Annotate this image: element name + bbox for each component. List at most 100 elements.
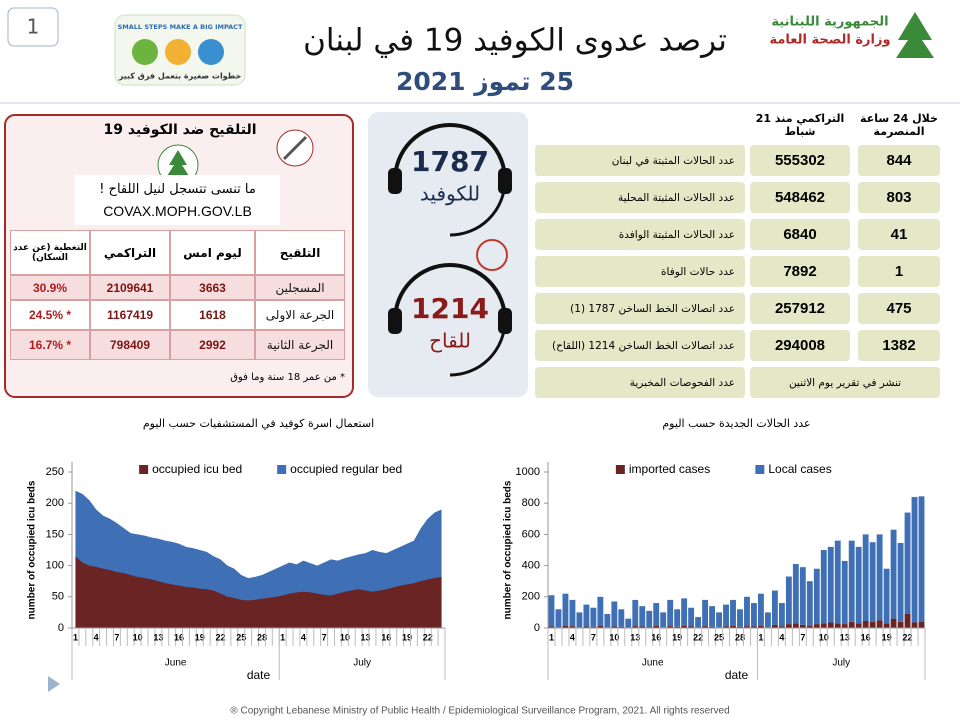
y-tick-label: 400: [522, 560, 540, 572]
legend-swatch: [277, 465, 287, 474]
headset-ear: [498, 308, 512, 334]
y-tick-label: 600: [522, 528, 540, 540]
bar: [737, 626, 743, 628]
stat-24h: 41: [858, 219, 940, 250]
x-tick-label: 1: [758, 632, 763, 642]
x-tick-label: 1: [73, 632, 78, 642]
stat-label: عدد الحالات المثبتة الوافدة: [535, 219, 745, 250]
bar: [639, 606, 646, 627]
stamp: [476, 239, 508, 271]
logo-icon: [198, 39, 224, 65]
vaccination-header: ليوم امس: [170, 230, 255, 275]
bar: [820, 623, 827, 628]
bar: [576, 612, 583, 628]
vaccination-row-label: المسجلين: [255, 275, 345, 300]
headset-ear: [388, 168, 402, 194]
bar: [730, 599, 736, 626]
bar: [841, 560, 848, 625]
bar: [806, 581, 813, 626]
bar: [618, 609, 625, 627]
bar: [834, 623, 841, 628]
campaign-slogan: SMALL STEPS MAKE A BIG IMPACT: [118, 23, 243, 31]
bar: [597, 625, 604, 628]
y-tick-label: 100: [46, 560, 64, 572]
bar: [653, 625, 660, 628]
x-tick-label: 25: [714, 632, 724, 642]
bar: [632, 599, 639, 627]
bar: [583, 604, 590, 627]
x-tick-label: 1: [280, 632, 285, 642]
vaccination-note: * من عمر 18 سنة وما فوق: [230, 371, 345, 383]
bar: [569, 599, 576, 627]
bar: [751, 626, 757, 628]
bar: [674, 609, 681, 627]
hotline-panel: [368, 112, 528, 397]
bar: [681, 625, 688, 628]
x-tick-label: 16: [174, 632, 184, 642]
bar: [848, 540, 855, 622]
legend-label: imported cases: [629, 462, 710, 476]
chart-title: عدد الحالات الجديدة حسب اليوم: [662, 417, 810, 430]
x-tick-label: 13: [361, 632, 371, 642]
y-tick-label: 200: [46, 497, 64, 509]
cedar-small: [167, 150, 189, 176]
x-tick-label: 22: [216, 632, 226, 642]
bar: [611, 601, 618, 627]
bar: [862, 620, 869, 628]
legend-swatch: [139, 465, 149, 474]
x-tick-label: 13: [840, 632, 850, 642]
bar: [597, 596, 604, 626]
stat-label: عدد الحالات المثبتة في لبنان: [535, 145, 745, 176]
headset-ear: [388, 308, 402, 334]
page-number-box: [7, 7, 59, 47]
bar: [827, 622, 834, 628]
y-tick-label: 800: [522, 497, 540, 509]
x-tick-label: 13: [153, 632, 163, 642]
bar: [688, 626, 695, 628]
bar: [792, 564, 799, 624]
legend-label: occupied icu bed: [152, 462, 242, 476]
bar: [890, 529, 897, 619]
x-tick-label: 28: [735, 632, 745, 642]
x-tick-label: 4: [779, 632, 784, 642]
x-tick-label: 22: [693, 632, 703, 642]
bar: [918, 621, 925, 628]
bar: [883, 623, 890, 628]
stats-header: خلال 24 ساعة المنصرمة: [860, 112, 938, 138]
vaccination-row-label: الجرعة الاولى: [255, 300, 345, 330]
bar: [869, 542, 876, 622]
bar: [918, 496, 925, 622]
bar: [639, 626, 646, 628]
stat-note: تنشر في تقرير يوم الاثنين: [750, 367, 940, 398]
x-tick-label: 10: [609, 632, 619, 642]
vaccination-value: 2109641: [90, 275, 170, 300]
bar: [646, 610, 653, 628]
hotline-label: للقاح: [429, 329, 471, 353]
vaccination-value: 798409: [90, 330, 170, 360]
vaccination-row-label: الجرعة الثانية: [255, 330, 345, 360]
bar: [702, 626, 709, 628]
x-group-label: July: [353, 658, 371, 669]
x-tick-label: 19: [882, 632, 892, 642]
bar: [583, 626, 590, 628]
x-tick-label: 13: [630, 632, 640, 642]
bar: [730, 625, 736, 628]
ministry-country: الجمهورية اللبنانية: [771, 15, 888, 30]
x-tick-label: 7: [114, 632, 119, 642]
x-tick-label: 7: [322, 632, 327, 642]
stats-header: التراكمي منذ 21 شباط: [755, 112, 845, 138]
bar: [890, 618, 897, 628]
bar: [799, 567, 806, 625]
vaccination-value: * 24.5%: [10, 300, 90, 330]
x-tick-label: 7: [591, 632, 596, 642]
stat-24h: 475: [858, 293, 940, 324]
bar: [911, 496, 918, 623]
bar: [806, 625, 813, 628]
x-tick-label: 4: [570, 632, 575, 642]
x-group-label: June: [642, 658, 664, 669]
legend-swatch: [615, 465, 625, 474]
x-group-label: June: [165, 658, 187, 669]
bar: [590, 607, 597, 627]
page-number: 1: [27, 15, 40, 39]
